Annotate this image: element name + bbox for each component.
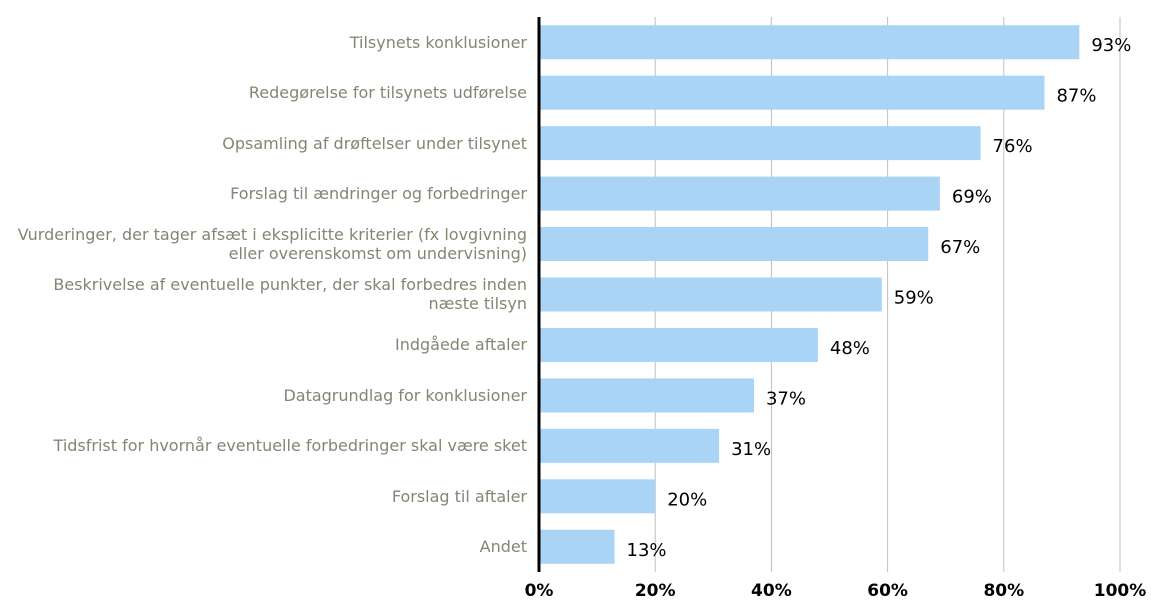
x-tick-label: 0%	[525, 581, 554, 601]
category-label: Redegørelse for tilsynets udførelse	[248, 83, 527, 103]
bar	[539, 327, 818, 362]
x-tick-label: 40%	[751, 581, 792, 601]
value-label: 76%	[993, 136, 1033, 157]
category-label: Tidsfrist for hvornår eventuelle forbedr…	[53, 436, 527, 456]
bar	[539, 176, 940, 211]
value-label: 87%	[1056, 86, 1096, 107]
category-label: Vurderinger, der tager afsæt i eksplicit…	[17, 225, 527, 264]
bar	[539, 428, 720, 463]
category-label: Opsamling af drøftelser under tilsynet	[222, 133, 527, 153]
x-tick-label: 100%	[1094, 581, 1147, 601]
value-label: 37%	[766, 388, 806, 409]
bar	[539, 529, 615, 564]
value-label: 13%	[627, 540, 667, 561]
category-label: Indgåede aftaler	[394, 335, 527, 355]
x-tick-label: 20%	[635, 581, 676, 601]
bar	[539, 227, 929, 262]
category-label: Datagrundlag for konklusioner	[283, 385, 527, 405]
value-label: 48%	[830, 338, 870, 359]
category-label: Forslag til aftaler	[391, 486, 527, 506]
value-label: 93%	[1091, 35, 1131, 56]
x-tick-label: 80%	[983, 581, 1024, 601]
value-label: 69%	[952, 187, 992, 208]
category-label: Forslag til ændringer og forbedringer	[230, 184, 527, 204]
category-label: Beskrivelse af eventuelle punkter, der s…	[53, 275, 527, 314]
bar	[539, 75, 1045, 110]
bar	[539, 479, 656, 514]
bar	[539, 378, 754, 413]
bar	[539, 25, 1080, 60]
category-label: Tilsynets konklusioner	[349, 32, 527, 52]
bar	[539, 126, 981, 161]
category-label: Andet	[479, 537, 527, 557]
x-tick-label: 60%	[867, 581, 908, 601]
value-label: 20%	[667, 489, 707, 510]
value-label: 31%	[731, 439, 771, 460]
bar	[539, 277, 882, 312]
value-label: 59%	[894, 288, 934, 309]
value-label: 67%	[940, 237, 980, 258]
